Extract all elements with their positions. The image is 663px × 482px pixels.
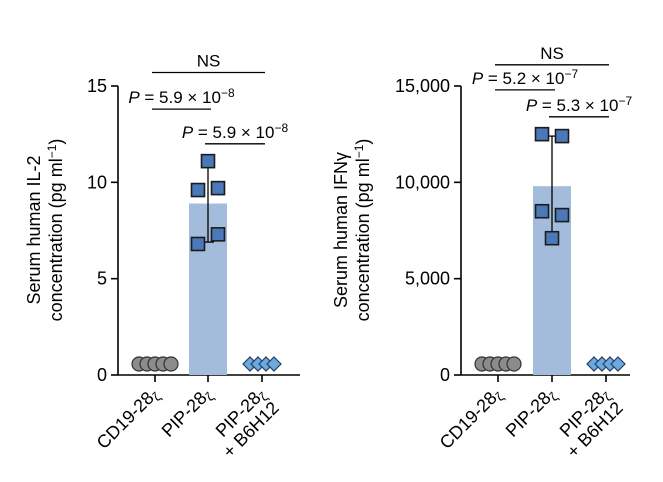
y-axis-label-superscript: −1 bbox=[45, 144, 59, 158]
data-point-circle bbox=[506, 356, 522, 372]
y-axis-label-text: concentration (pg ml bbox=[353, 158, 373, 321]
y-axis-label-line2: concentration (pg ml−1) bbox=[45, 139, 66, 322]
significance-value: = 5.2 × 10 bbox=[483, 69, 564, 88]
y-axis-label-line1: Serum human IFNγ bbox=[331, 152, 351, 308]
y-axis-label-line2: concentration (pg ml−1) bbox=[352, 139, 373, 322]
y-tick-label: 10,000 bbox=[395, 172, 450, 192]
category-label: CD19-28ζ bbox=[93, 383, 164, 454]
y-axis-label-superscript: −1 bbox=[352, 144, 366, 158]
significance-p: P bbox=[526, 96, 538, 115]
data-point-diamond bbox=[610, 356, 626, 372]
data-point-square bbox=[210, 227, 226, 242]
data-point-square bbox=[190, 182, 206, 198]
significance-ns: NS bbox=[540, 44, 564, 63]
data-point-square bbox=[190, 236, 206, 252]
y-tick-label: 15 bbox=[87, 76, 107, 96]
significance-ns: NS bbox=[197, 52, 221, 71]
significance-p: P bbox=[472, 69, 484, 88]
y-tick-label: 5,000 bbox=[405, 269, 450, 289]
chart-panel-2: 0 5,000 10,000 15,000 Serum human IFNγ concen… bbox=[331, 44, 632, 462]
data-point-circle bbox=[163, 356, 179, 372]
significance-label: NS bbox=[197, 52, 221, 71]
data-point-square bbox=[534, 203, 550, 219]
category-label: PIP-28ζ bbox=[502, 383, 561, 442]
data-point-diamond bbox=[266, 356, 282, 372]
significance-label: NS bbox=[540, 44, 564, 63]
data-point-square bbox=[534, 126, 550, 142]
y-tick-label: 15,000 bbox=[395, 76, 450, 96]
significance-exponent: −7 bbox=[618, 94, 632, 108]
significance-label: P = 5.9 × 10−8 bbox=[128, 86, 235, 107]
significance-label: P = 5.3 × 10−7 bbox=[526, 94, 633, 115]
chart-panel-1: 0 5 10 15 Serum human IL-2 concentration (pg … bbox=[24, 52, 300, 462]
significance-value: = 5.3 × 10 bbox=[537, 96, 618, 115]
significance-exponent: −8 bbox=[274, 121, 288, 135]
significance-exponent: −7 bbox=[564, 67, 578, 81]
y-tick-label: 0 bbox=[440, 365, 450, 385]
significance-p: P bbox=[182, 123, 194, 142]
y-axis-label-close: ) bbox=[46, 139, 66, 145]
significance-label: P = 5.9 × 10−8 bbox=[182, 121, 289, 142]
significance-exponent: −8 bbox=[221, 86, 235, 100]
data-point-square bbox=[554, 207, 570, 223]
significance-value: = 5.9 × 10 bbox=[193, 123, 274, 142]
y-tick-label: 10 bbox=[87, 172, 107, 192]
category-label: CD19-28ζ bbox=[436, 383, 507, 454]
data-point-square bbox=[554, 128, 570, 144]
data-point-square bbox=[544, 230, 560, 246]
significance-value: = 5.9 × 10 bbox=[140, 88, 221, 107]
y-axis-label-text: concentration (pg ml bbox=[46, 158, 66, 321]
significance-p: P bbox=[128, 88, 140, 107]
y-tick-label: 0 bbox=[97, 365, 107, 385]
y-axis-label-close: ) bbox=[353, 139, 373, 145]
category-label-text: CD19-28 bbox=[93, 388, 158, 453]
category-label-text: PIP-28 bbox=[158, 388, 211, 441]
category-label: PIP-28ζ bbox=[158, 383, 217, 442]
y-axis-label-line1: Serum human IL-2 bbox=[24, 155, 44, 304]
category-label-text: PIP-28 bbox=[502, 388, 555, 441]
significance-label: P = 5.2 × 10−7 bbox=[472, 67, 579, 88]
data-point-square bbox=[200, 153, 216, 169]
y-tick-label: 5 bbox=[97, 269, 107, 289]
category-label-text: CD19-28 bbox=[436, 388, 501, 453]
data-point-square bbox=[210, 180, 226, 196]
